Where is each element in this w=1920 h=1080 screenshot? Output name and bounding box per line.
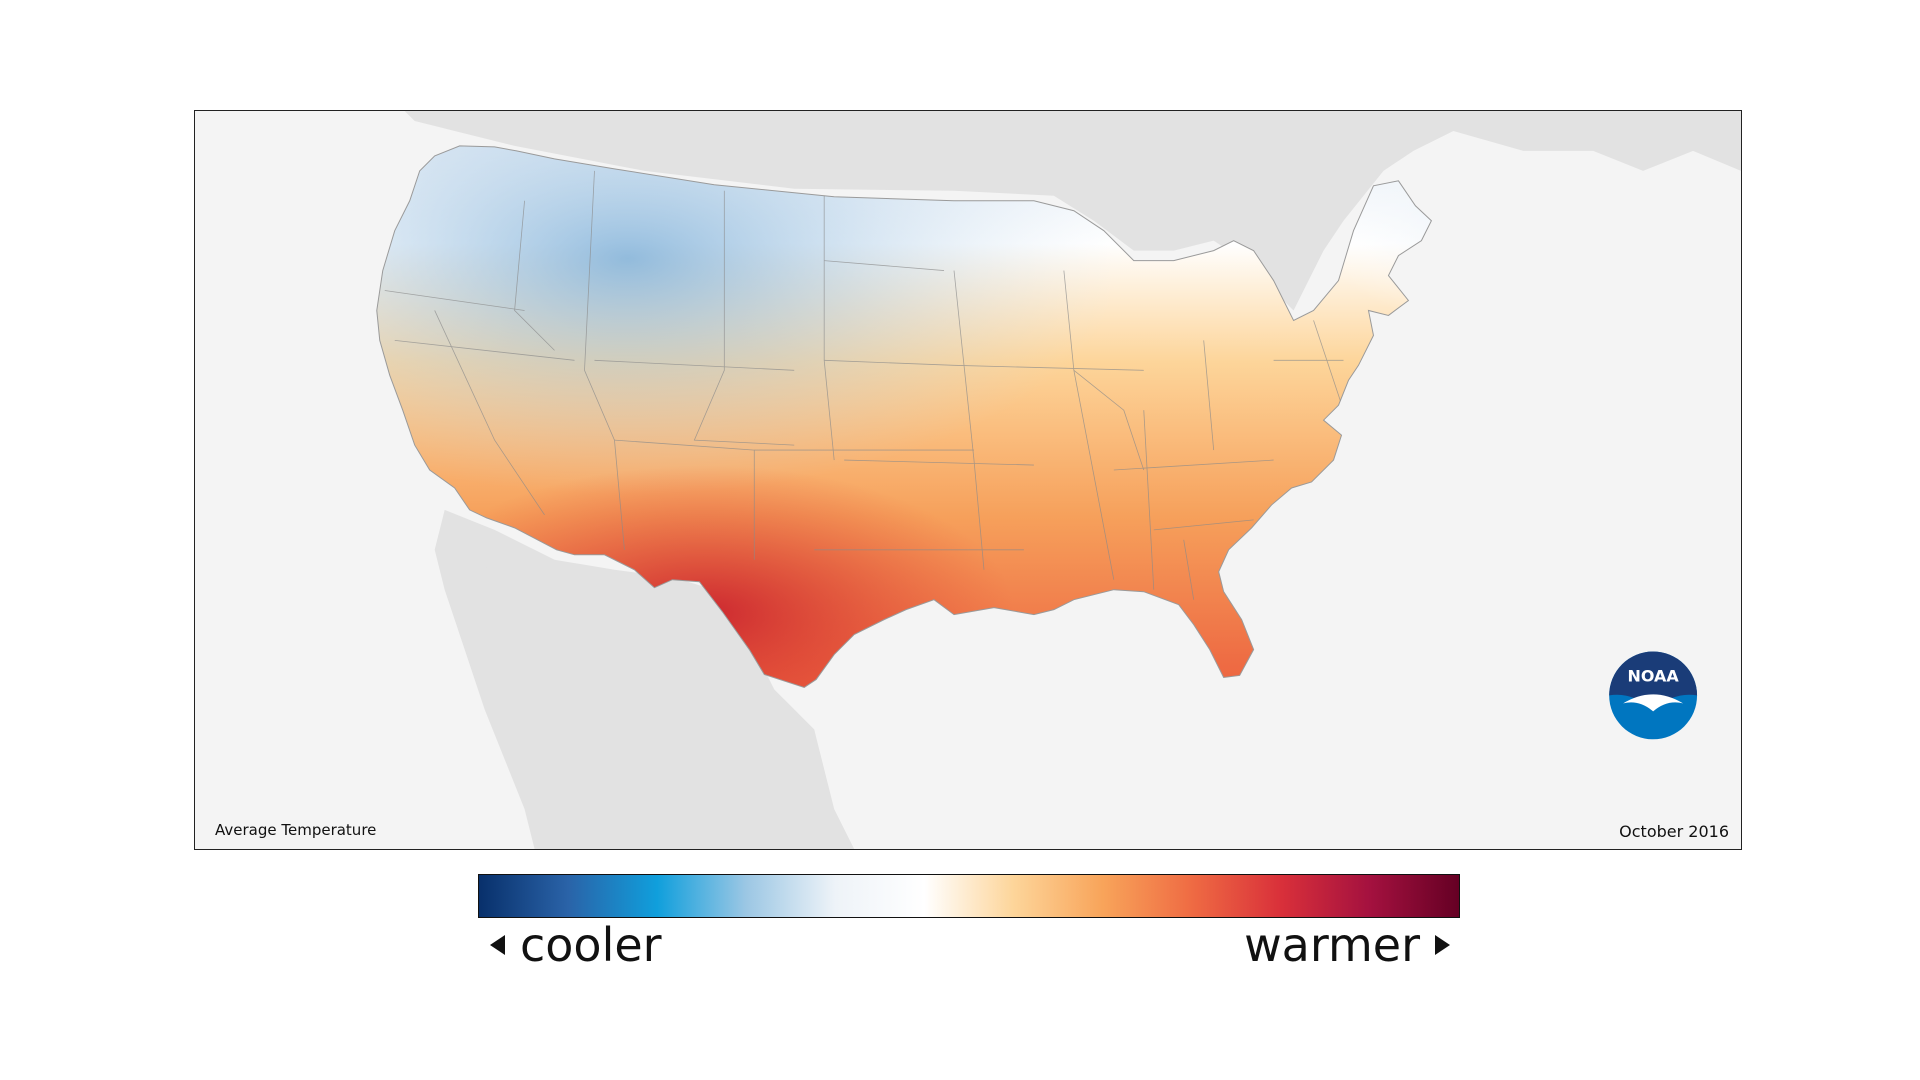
state-borders — [384, 170, 1344, 600]
map-frame: NOAA Average Temperature October 2016 — [194, 110, 1742, 850]
legend-cooler-label: cooler — [520, 918, 662, 972]
left-arrow-icon — [490, 935, 505, 955]
temperature-colorbar — [478, 874, 1460, 918]
us-temperature-field — [376, 145, 1432, 688]
map-caption-date: October 2016 — [1619, 822, 1729, 841]
right-arrow-icon — [1435, 935, 1450, 955]
canada-land — [404, 111, 1741, 311]
baja-peninsula — [456, 519, 575, 810]
legend-warmer-label: warmer — [1244, 918, 1420, 972]
noaa-logo: NOAA — [1609, 651, 1698, 740]
map-caption-title: Average Temperature — [215, 821, 377, 839]
temperature-map: NOAA — [376, 111, 1741, 849]
noaa-logo-text: NOAA — [1628, 666, 1680, 685]
